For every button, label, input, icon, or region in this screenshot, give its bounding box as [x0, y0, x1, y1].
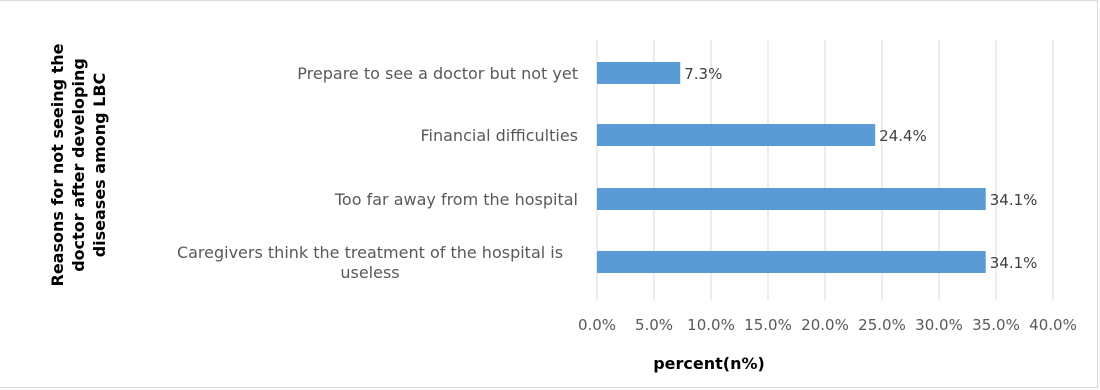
- data-label: 34.1%: [990, 254, 1038, 272]
- x-tick-label: 35.0%: [972, 316, 1020, 334]
- x-tick-labels: 0.0% 5.0% 10.0% 15.0% 20.0% 25.0% 30.0% 35.0% 40…: [578, 316, 1077, 334]
- bar: [597, 62, 681, 84]
- x-axis-title: percent(n%): [653, 354, 765, 373]
- bar: [597, 188, 986, 210]
- x-tick-label: 0.0%: [578, 316, 616, 334]
- category-label: Prepare to see a doctor but not yet: [297, 64, 578, 83]
- x-tick-label: 15.0%: [744, 316, 792, 334]
- data-label: 34.1%: [990, 191, 1038, 209]
- data-labels: 7.3% 24.4% 34.1% 34.1%: [684, 65, 1037, 272]
- data-label: 7.3%: [684, 65, 722, 83]
- x-tick-label: 40.0%: [1029, 316, 1077, 334]
- x-tick-label: 5.0%: [635, 316, 673, 334]
- x-tick-label: 10.0%: [687, 316, 735, 334]
- bar: [597, 124, 876, 146]
- x-tick-label: 20.0%: [801, 316, 849, 334]
- category-label: Caregivers think the treatment of the ho…: [177, 243, 563, 282]
- x-tick-label: 25.0%: [858, 316, 906, 334]
- bar: [597, 251, 986, 273]
- category-labels: Prepare to see a doctor but not yet Finan…: [177, 64, 578, 282]
- category-label: Too far away from the hospital: [334, 190, 578, 209]
- data-label: 24.4%: [879, 127, 927, 145]
- y-axis-title-text: Reasons for not seeing the doctor after d…: [48, 43, 109, 286]
- x-tick-label: 30.0%: [915, 316, 963, 334]
- y-axis-title: Reasons for not seeing the doctor after d…: [48, 43, 109, 286]
- bars: [597, 62, 986, 273]
- category-label: Financial difficulties: [421, 126, 579, 145]
